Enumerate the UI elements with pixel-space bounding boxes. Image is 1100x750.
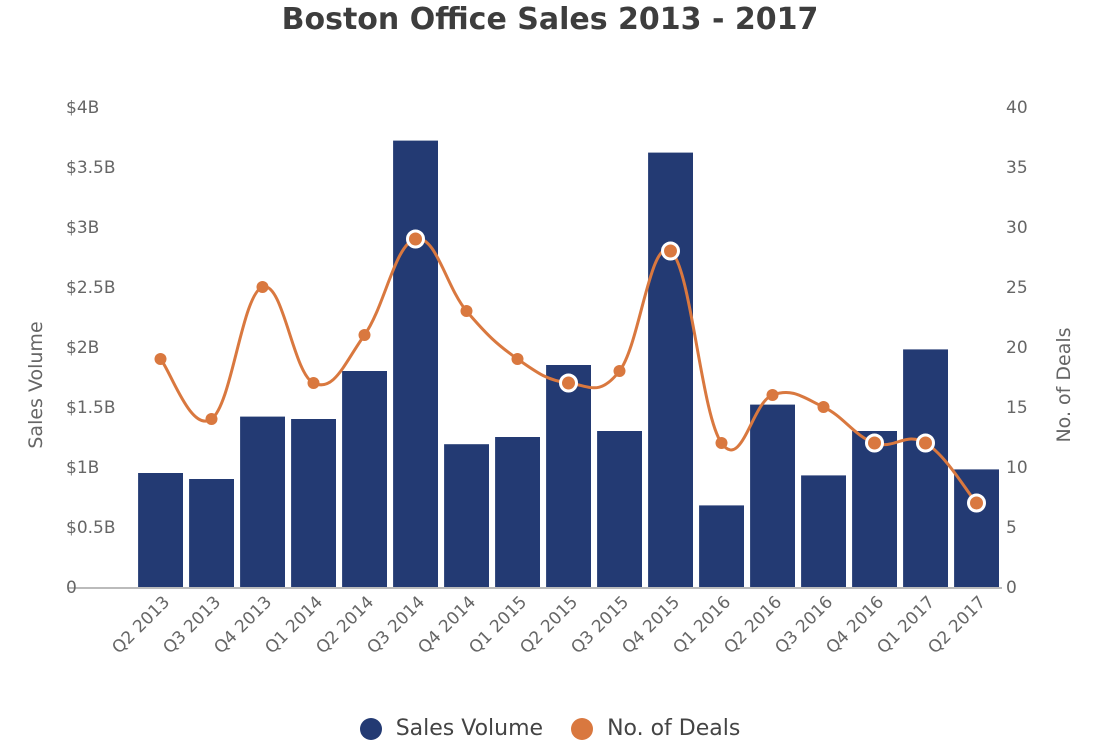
- deal-point-16[interactable]: [967, 493, 986, 513]
- deal-point-15[interactable]: [916, 433, 935, 453]
- deal-point-5[interactable]: [406, 229, 425, 249]
- deal-point-8[interactable]: [559, 373, 578, 393]
- bar-2[interactable]: [240, 416, 285, 587]
- deal-point-1[interactable]: [205, 413, 218, 425]
- left-axis-title: Sales Volume: [25, 321, 47, 448]
- right-tick-label: 20: [1006, 338, 1028, 358]
- bar-1[interactable]: [189, 479, 234, 587]
- right-tick-label: 15: [1006, 398, 1028, 418]
- bar-3[interactable]: [291, 419, 336, 587]
- legend: Sales Volume No. of Deals: [0, 716, 1100, 741]
- deal-point-3[interactable]: [307, 377, 320, 389]
- right-tick-label: 10: [1006, 458, 1028, 478]
- bar-15[interactable]: [903, 349, 948, 587]
- legend-marker-sales-volume: [359, 717, 382, 740]
- deal-point-13[interactable]: [817, 401, 830, 413]
- left-tick-label: $3B: [66, 218, 99, 238]
- right-tick-label: 5: [1006, 518, 1017, 538]
- bar-16[interactable]: [954, 469, 999, 587]
- deals-points-layer: [154, 229, 986, 513]
- chart-title: Boston Office Sales 2013 - 2017: [281, 2, 819, 37]
- legend-marker-deals: [571, 717, 594, 740]
- bar-10[interactable]: [648, 152, 693, 587]
- left-tick-label: $1B: [66, 458, 99, 478]
- bar-9[interactable]: [597, 431, 642, 587]
- legend-item-sales-volume[interactable]: Sales Volume: [359, 716, 544, 741]
- chart-plot: 0 $0.5B $1B $1.5B $2B $2.5B $3B $3.5B $4B 0 5 10 15…: [25, 98, 1075, 658]
- legend-label-deals: No. of Deals: [607, 716, 741, 741]
- deal-point-7[interactable]: [511, 353, 524, 365]
- deal-point-11[interactable]: [715, 437, 728, 449]
- bar-6[interactable]: [444, 444, 489, 587]
- deal-point-4[interactable]: [358, 329, 371, 341]
- right-tick-label: 35: [1006, 158, 1028, 178]
- left-axis-ticks: 0 $0.5B $1B $1.5B $2B $2.5B $3B $3.5B $4B: [66, 98, 116, 598]
- right-axis-ticks: 0 5 10 15 20 25 30 35 40: [1006, 98, 1028, 598]
- deal-point-12[interactable]: [766, 389, 779, 401]
- bars-layer: [138, 140, 999, 587]
- left-tick-label: $3.5B: [66, 158, 116, 178]
- left-tick-label: $4B: [66, 98, 99, 118]
- deal-point-2[interactable]: [256, 281, 269, 293]
- right-tick-label: 25: [1006, 278, 1028, 298]
- bar-0[interactable]: [138, 473, 183, 587]
- bar-13[interactable]: [801, 475, 846, 587]
- bar-8[interactable]: [546, 365, 591, 587]
- deal-point-0[interactable]: [154, 353, 167, 365]
- left-tick-label: $2B: [66, 338, 99, 358]
- bar-7[interactable]: [495, 437, 540, 587]
- left-tick-label: $0.5B: [66, 518, 116, 538]
- right-tick-label: 30: [1006, 218, 1028, 238]
- deal-point-6[interactable]: [460, 305, 473, 317]
- legend-item-deals[interactable]: No. of Deals: [571, 716, 740, 741]
- legend-label-sales-volume: Sales Volume: [395, 716, 544, 741]
- bar-11[interactable]: [699, 505, 744, 587]
- left-tick-label: 0: [66, 578, 77, 598]
- deal-point-14[interactable]: [865, 433, 884, 453]
- bar-4[interactable]: [342, 371, 387, 587]
- right-tick-label: 40: [1006, 98, 1028, 118]
- right-tick-label: 0: [1006, 578, 1017, 598]
- left-tick-label: $2.5B: [66, 278, 116, 298]
- deal-point-9[interactable]: [613, 365, 626, 377]
- bar-14[interactable]: [852, 431, 897, 587]
- right-axis-title: No. of Deals: [1053, 327, 1075, 442]
- bar-5[interactable]: [393, 140, 438, 587]
- left-tick-label: $1.5B: [66, 398, 116, 418]
- bar-12[interactable]: [750, 404, 795, 587]
- deal-point-10[interactable]: [661, 241, 680, 261]
